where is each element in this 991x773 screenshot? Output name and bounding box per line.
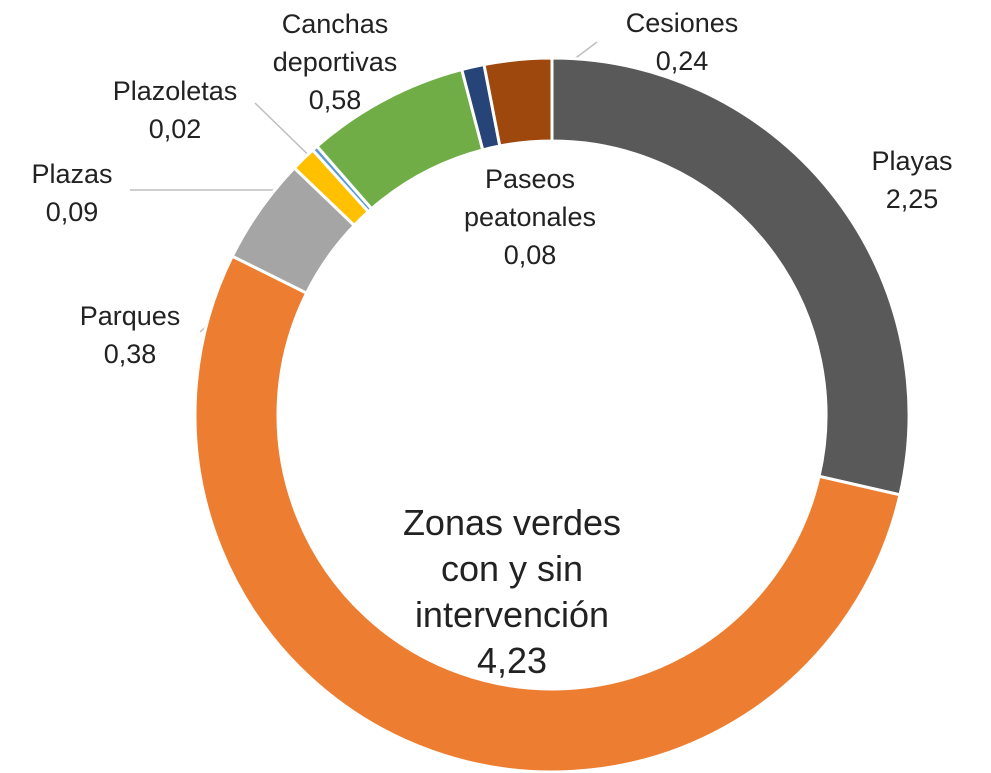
value-label: 0,58 <box>308 85 362 115</box>
donut-slice <box>193 254 902 773</box>
slice-label: Plazoletas 0,02 <box>90 72 260 148</box>
value-label: 0,08 <box>503 240 557 270</box>
value-label: 0,09 <box>45 197 99 227</box>
donut-slice <box>482 56 554 148</box>
category-label: Zonas verdes con y sin intervención <box>402 502 622 635</box>
slice-label: Parques 0,38 <box>60 297 200 373</box>
category-label: Cesiones <box>625 8 739 38</box>
category-label: Canchas deportivas <box>272 9 398 77</box>
slice-label: Canchas deportivas 0,58 <box>250 5 420 119</box>
slice-label: Playas 2,25 <box>867 142 957 218</box>
value-label: 0,02 <box>148 114 202 144</box>
value-label: 2,25 <box>885 184 939 214</box>
slice-label: Cesiones 0,24 <box>607 4 757 80</box>
value-label: 0,38 <box>103 339 157 369</box>
value-label: 0,24 <box>655 46 709 76</box>
value-label: 4,23 <box>476 640 548 681</box>
category-label: Parques <box>79 301 181 331</box>
slice-label: Paseos peatonales 0,08 <box>440 160 620 274</box>
category-label: Paseos peatonales <box>463 164 597 232</box>
category-label: Plazas <box>31 159 113 189</box>
slice-label: Zonas verdes con y sin intervención 4,23 <box>382 500 642 684</box>
category-label: Plazoletas <box>112 76 238 106</box>
slice-label: Plazas 0,09 <box>12 155 132 231</box>
category-label: Playas <box>871 146 953 176</box>
donut-slice <box>550 56 911 497</box>
